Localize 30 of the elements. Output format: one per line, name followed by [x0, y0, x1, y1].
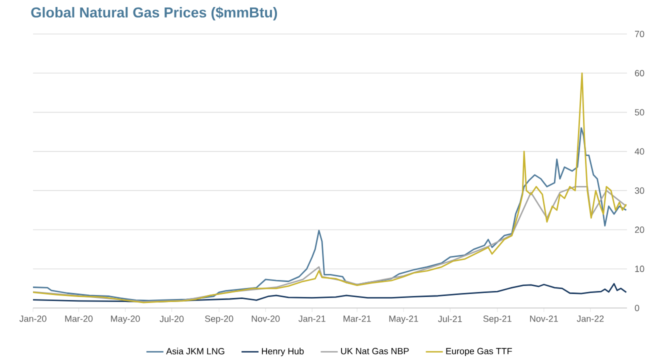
y-tick-label: 50: [634, 109, 644, 116]
x-tick-label: Mar-21: [344, 316, 371, 322]
x-tick-label: Nov-20: [252, 316, 280, 322]
x-tick-label: Mar-20: [65, 316, 93, 322]
x-tick-label: Sep-20: [205, 316, 234, 324]
y-tick-label: 20: [634, 226, 644, 233]
line-series: [33, 72, 627, 304]
x-tick-label: Jan-20: [19, 316, 46, 322]
legend-label: Asia JKM LNG: [166, 348, 224, 354]
y-tick-label: 10: [635, 266, 644, 272]
x-tick-label: Jul-20: [160, 316, 184, 322]
line-series: [33, 186, 627, 302]
x-tick-label: Jul-21: [438, 316, 462, 322]
y-tick-label: 70: [634, 30, 644, 38]
y-tick-label: 0: [634, 304, 640, 312]
legend-label: Europe Gas TTF: [446, 348, 512, 356]
y-tick-label: 40: [634, 148, 644, 155]
line-series: [33, 283, 627, 302]
x-tick-label: Nov-21: [530, 316, 558, 322]
x-tick-label: Jan-21: [298, 316, 326, 322]
x-tick-label: Jan-22: [576, 316, 604, 322]
line-series: [33, 127, 627, 302]
y-tick-label: 60: [634, 70, 644, 76]
x-tick-label: Sep-21: [483, 316, 512, 324]
legend-label: UK Nat Gas NBP: [341, 348, 409, 354]
y-tick-label: 30: [634, 187, 644, 194]
x-tick-label: May-20: [111, 316, 140, 324]
x-tick-label: May-21: [389, 316, 418, 324]
legend-label: Henry Hub: [262, 348, 304, 356]
chart-title: Global Natural Gas Prices ($mmBtu): [31, 6, 277, 20]
